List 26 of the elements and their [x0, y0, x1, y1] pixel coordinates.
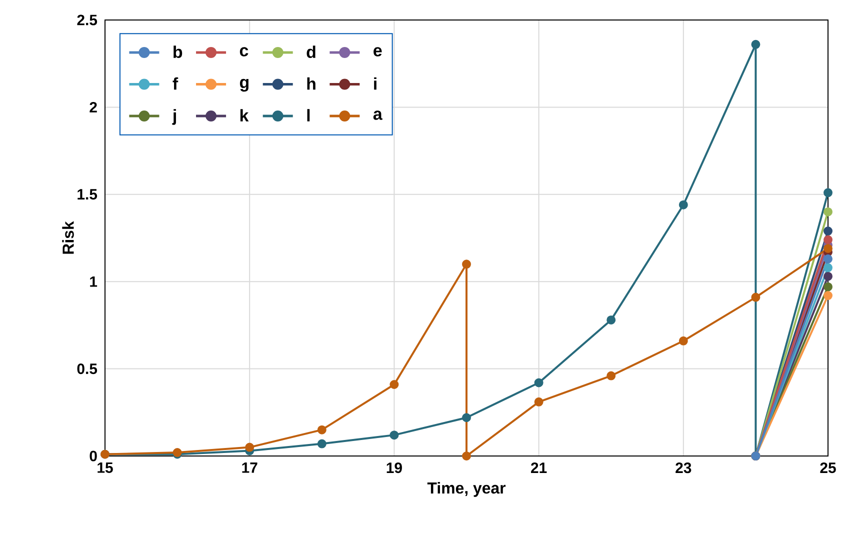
legend-label: l — [307, 109, 310, 122]
legend-label: a — [373, 110, 382, 120]
y-tick-label: 1.5 — [78, 189, 98, 200]
legend-label: c — [240, 47, 248, 56]
x-tick-label: 23 — [676, 462, 692, 474]
y-tick-label: 2.5 — [77, 14, 98, 26]
y-tick-label: 1 — [90, 276, 98, 287]
x-tick-label: 21 — [531, 462, 547, 473]
legend-label: k — [240, 109, 249, 122]
x-tick-label: 19 — [386, 462, 402, 474]
legend-label: e — [374, 47, 382, 56]
legend-label: g — [240, 78, 248, 92]
y-tick-label: 0.5 — [77, 364, 98, 374]
x-tick-label: 15 — [98, 462, 113, 473]
legend-label: h — [307, 77, 316, 90]
x-tick-label: 17 — [242, 462, 258, 473]
y-tick-label: 0 — [90, 450, 97, 462]
legend-label: j — [172, 109, 176, 125]
y-tick-label: 2 — [90, 102, 97, 112]
x-tick-label: 25 — [820, 462, 836, 474]
x-axis-title: Time, year — [427, 482, 506, 497]
legend-label: d — [306, 46, 316, 58]
legend-label: b — [174, 46, 182, 58]
y-axis-title: Risk — [62, 221, 74, 254]
legend-label: f — [172, 77, 178, 90]
legend-label: i — [374, 77, 376, 90]
